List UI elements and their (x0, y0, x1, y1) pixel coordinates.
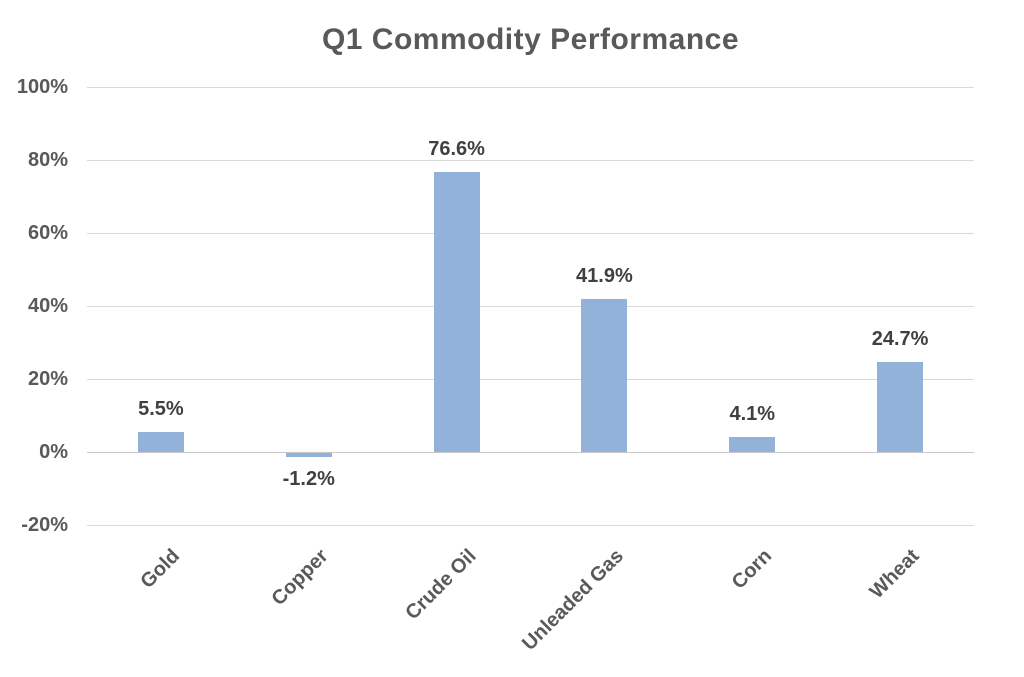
x-category-label: Crude Oil (400, 545, 481, 625)
bar-wheat (877, 361, 924, 452)
x-category-label: Unleaded Gas (518, 545, 628, 655)
y-tick-label: 40% (27, 295, 68, 317)
gridline (87, 305, 974, 307)
bar-data-label: 24.7% (871, 327, 929, 350)
bar-corn (729, 437, 776, 452)
bar-data-label: 76.6% (428, 138, 485, 161)
x-category-label: Gold (136, 545, 185, 593)
y-tick-label: 0% (39, 441, 68, 463)
bar-data-label: 5.5% (138, 397, 184, 420)
bar-data-label: -1.2% (282, 468, 335, 491)
bar-copper (285, 453, 332, 458)
bar-data-label: 41.9% (576, 265, 633, 288)
x-category-label: Wheat (865, 545, 924, 603)
bar-gold (137, 431, 184, 452)
y-tick-label: 80% (27, 149, 68, 171)
y-tick-label: 60% (27, 222, 68, 244)
y-tick-label: 20% (27, 368, 68, 390)
bar-data-label: 4.1% (729, 403, 776, 426)
y-tick-label: -20% (21, 514, 68, 536)
gridline (87, 378, 974, 380)
x-category-label: Copper (267, 545, 333, 611)
x-category-label: Corn (727, 545, 776, 594)
gridline (87, 159, 974, 161)
chart-title: Q1 Commodity Performance (321, 23, 740, 56)
gridline (87, 86, 974, 88)
bar-crude-oil (433, 172, 480, 452)
bar-unleaded-gas (581, 299, 628, 452)
gridline (87, 232, 974, 234)
gridline (87, 524, 974, 526)
y-tick-label: 100% (16, 76, 68, 98)
x-axis-line (87, 451, 974, 453)
